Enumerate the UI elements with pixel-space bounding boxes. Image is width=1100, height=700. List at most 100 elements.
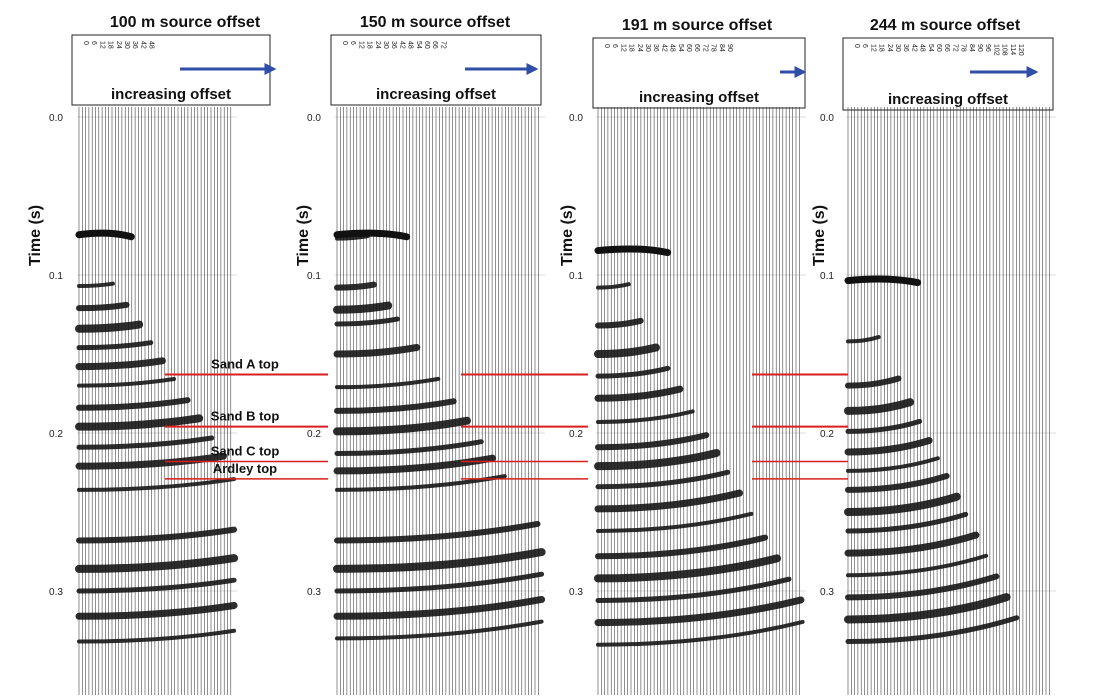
offset-tick-label: 24 <box>115 41 122 49</box>
reflection-event <box>595 365 671 379</box>
reflection-event <box>594 343 660 358</box>
offset-tick-label: 36 <box>131 41 138 49</box>
reflection-event <box>334 316 400 327</box>
reflection-event <box>845 615 1020 645</box>
reflection-event <box>75 452 227 470</box>
offset-tick-label: 60 <box>423 41 430 49</box>
time-tick-label: 0.2 <box>49 429 63 440</box>
offset-tick-label: 42 <box>139 41 146 49</box>
offset-tick-label: 72 <box>951 44 958 52</box>
offset-tick-label: 84 <box>718 44 725 52</box>
first-arrival-event <box>333 229 411 241</box>
offset-tick-label: 108 <box>1001 44 1008 56</box>
reflection-event <box>594 385 684 402</box>
offset-header-box <box>330 34 542 106</box>
reflection-event <box>845 375 902 389</box>
offset-tick-label: 84 <box>968 44 975 52</box>
reflection-event <box>596 619 805 647</box>
time-tick-label: 0.0 <box>307 113 321 124</box>
reflection-event <box>844 437 933 456</box>
offset-tick-label: 66 <box>431 41 438 49</box>
offset-tick-label: 6 <box>861 44 868 48</box>
reflection-events <box>844 275 1020 645</box>
offset-tick-label: 18 <box>878 44 885 52</box>
first-arrival-event <box>844 275 922 287</box>
panel-title: 150 m source offset <box>360 14 511 31</box>
reflection-event <box>334 398 457 414</box>
reflection-event <box>334 520 541 544</box>
offset-tick-label: 24 <box>374 41 381 49</box>
reflection-event <box>596 409 695 424</box>
panel-title: 244 m source offset <box>870 17 1021 34</box>
reflection-event <box>595 317 644 329</box>
reflection-event <box>75 414 204 431</box>
reflection-event <box>596 511 754 533</box>
reflection-event <box>75 357 166 371</box>
time-tick-label: 0.1 <box>307 271 321 282</box>
offset-tick-label: 90 <box>976 44 983 52</box>
reflection-event <box>845 418 923 434</box>
reflection-event <box>844 398 915 415</box>
horizon-2: Sand B top <box>165 409 848 428</box>
increasing-offset-label: increasing offset <box>888 91 1008 108</box>
offset-tick-label: 120 <box>1017 44 1024 56</box>
reflection-event <box>845 573 1000 601</box>
offset-tick-label: 18 <box>107 41 114 49</box>
offset-header-box <box>592 37 806 109</box>
reflection-event <box>594 596 805 627</box>
offset-tick-label: 0 <box>603 44 610 48</box>
horizon-label: Sand A top <box>211 357 279 372</box>
panel-3: 191 m source offset 0 6 12 18 24 30 36 42 48 54 60 6… <box>559 17 807 695</box>
offset-tick-label: 12 <box>98 41 105 49</box>
reflection-event <box>844 593 1011 624</box>
time-tick-label: 0.3 <box>307 587 321 598</box>
offset-tick-label: 96 <box>984 44 991 52</box>
reflection-event <box>75 601 238 620</box>
reflection-events <box>594 245 805 647</box>
offset-tick-label: 30 <box>382 41 389 49</box>
offset-tick-label: 36 <box>902 44 909 52</box>
reflection-event <box>77 376 176 388</box>
offset-tick-label: 48 <box>919 44 926 52</box>
offset-tick-label: 90 <box>726 44 733 52</box>
time-tick-label: 0.2 <box>820 429 834 440</box>
reflection-event <box>333 343 421 358</box>
reflection-event <box>333 548 546 573</box>
panel-4: 244 m source offset 0 6 12 18 24 30 36 42 48 54 60 6… <box>811 17 1056 695</box>
offset-tick-label: 42 <box>660 44 667 52</box>
reflection-event <box>846 456 940 473</box>
offset-tick-label: 36 <box>652 44 659 52</box>
offset-tick-label: 12 <box>357 41 364 49</box>
panel-title: 191 m source offset <box>622 17 773 34</box>
reflection-event <box>77 477 237 492</box>
reflection-event <box>844 492 961 516</box>
offset-tick-label: 6 <box>349 41 356 45</box>
time-tick-label: 0.0 <box>569 113 583 124</box>
offset-tick-label: 114 <box>1009 44 1016 55</box>
reflection-event <box>76 301 130 312</box>
time-tick-label: 0.3 <box>49 587 63 598</box>
time-axis-label: Time (s) <box>811 205 828 266</box>
offset-tick-label: 30 <box>894 44 901 52</box>
time-axis-label: Time (s) <box>559 205 576 266</box>
offset-tick-label: 0 <box>853 44 860 48</box>
reflection-event <box>76 435 215 450</box>
reflection-event <box>77 628 237 644</box>
reflection-event <box>335 376 441 390</box>
time-tick-label: 0.1 <box>49 271 63 282</box>
reflection-event <box>335 619 544 641</box>
first-arrival-event <box>75 229 135 241</box>
reflection-event <box>845 472 950 493</box>
reflection-event <box>594 554 782 583</box>
offset-tick-label: 54 <box>927 44 934 52</box>
offset-tick-label: 24 <box>886 44 893 52</box>
offset-header-box <box>842 37 1054 111</box>
time-tick-label: 0.1 <box>569 271 583 282</box>
time-tick-label: 0.2 <box>307 429 321 440</box>
offset-tick-label: 30 <box>123 41 130 49</box>
reflection-event <box>595 432 710 451</box>
horizon-label: Sand C top <box>211 443 280 458</box>
time-axis-label: Time (s) <box>27 205 44 266</box>
reflection-event <box>75 554 239 573</box>
